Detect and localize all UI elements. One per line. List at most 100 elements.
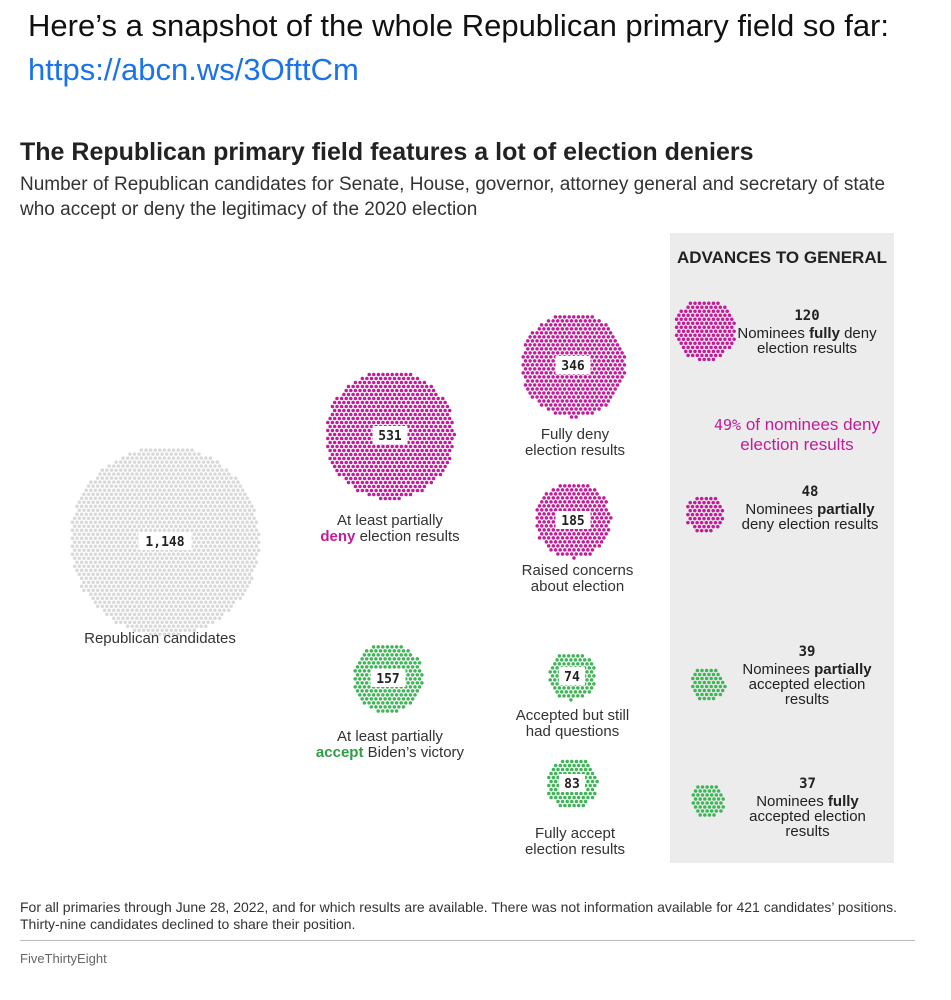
dot — [201, 500, 206, 504]
dot — [697, 333, 702, 338]
dot — [217, 592, 222, 596]
nominee-fully-deny-post: deny election results — [756, 325, 877, 357]
dot — [601, 343, 606, 347]
dot — [611, 391, 615, 395]
dot — [217, 536, 222, 540]
dot — [353, 380, 358, 385]
dot — [250, 528, 254, 532]
dot — [238, 580, 243, 584]
dot — [105, 500, 109, 504]
dot — [539, 331, 544, 335]
dot — [197, 604, 201, 608]
dot — [528, 335, 532, 339]
dot — [181, 552, 185, 556]
dot — [224, 540, 229, 544]
dot — [429, 456, 434, 461]
dot — [132, 620, 137, 624]
dot — [427, 452, 431, 457]
dot — [204, 480, 208, 484]
dot — [716, 309, 720, 314]
dot — [86, 524, 91, 528]
dot — [227, 488, 231, 492]
dot — [238, 508, 243, 512]
dot — [146, 452, 151, 456]
dot — [693, 301, 697, 306]
dot — [399, 452, 404, 457]
dot — [194, 536, 199, 540]
dot — [579, 496, 583, 500]
dot — [339, 404, 344, 409]
dot — [553, 379, 558, 383]
dot — [434, 400, 438, 405]
dot — [245, 576, 249, 580]
dot — [362, 452, 367, 457]
dot — [585, 395, 590, 399]
dot — [371, 645, 376, 649]
dot — [576, 686, 580, 690]
dot — [109, 564, 114, 568]
dot — [181, 608, 185, 612]
dot — [204, 616, 208, 620]
dot — [328, 416, 332, 421]
dot — [167, 568, 171, 572]
dot — [563, 548, 567, 552]
dot — [549, 540, 553, 544]
dot — [178, 588, 183, 592]
dot — [335, 396, 339, 401]
dot — [679, 341, 683, 346]
dot — [153, 576, 157, 580]
dot — [181, 560, 185, 564]
dot — [190, 584, 194, 588]
dot — [371, 701, 376, 705]
dot — [210, 492, 215, 496]
dot — [213, 464, 217, 468]
article-link[interactable]: https://abcn.ws/3OfttCm — [28, 52, 359, 87]
dot — [549, 508, 553, 512]
dot — [560, 767, 565, 772]
dot — [116, 560, 121, 564]
dot — [716, 524, 720, 529]
dot — [77, 540, 82, 544]
dot — [434, 472, 438, 477]
dot — [346, 408, 351, 413]
dot — [245, 504, 249, 508]
dot — [125, 584, 130, 588]
dot — [100, 484, 105, 488]
dot — [169, 588, 174, 592]
dot — [109, 468, 114, 472]
dot — [238, 540, 243, 544]
dot — [153, 632, 157, 636]
dot — [128, 492, 132, 496]
dot — [408, 436, 413, 441]
dot — [217, 568, 222, 572]
dot — [688, 508, 692, 513]
dot — [369, 384, 374, 389]
dot — [107, 568, 111, 572]
dot — [413, 669, 417, 673]
dot — [565, 319, 569, 323]
dot — [404, 420, 408, 425]
dot — [364, 681, 369, 685]
dot — [155, 628, 160, 632]
dot — [695, 528, 699, 533]
dot — [192, 564, 197, 568]
dot — [231, 600, 236, 604]
dot — [148, 512, 153, 516]
dot — [171, 600, 176, 604]
dot — [381, 492, 385, 497]
dot — [197, 588, 201, 592]
dot — [540, 532, 544, 536]
dot — [579, 552, 583, 556]
cluster-deny: 531 — [326, 372, 457, 501]
dot — [693, 797, 698, 801]
dot — [597, 383, 601, 387]
dot — [171, 464, 176, 468]
dot — [369, 665, 374, 669]
dot — [532, 335, 537, 339]
dot — [123, 532, 128, 536]
dot — [563, 484, 567, 488]
dot — [167, 472, 171, 476]
dot — [86, 540, 91, 544]
dot — [240, 584, 245, 588]
nominee-fully-deny: 120 Nominees fully deny election results — [737, 309, 877, 357]
